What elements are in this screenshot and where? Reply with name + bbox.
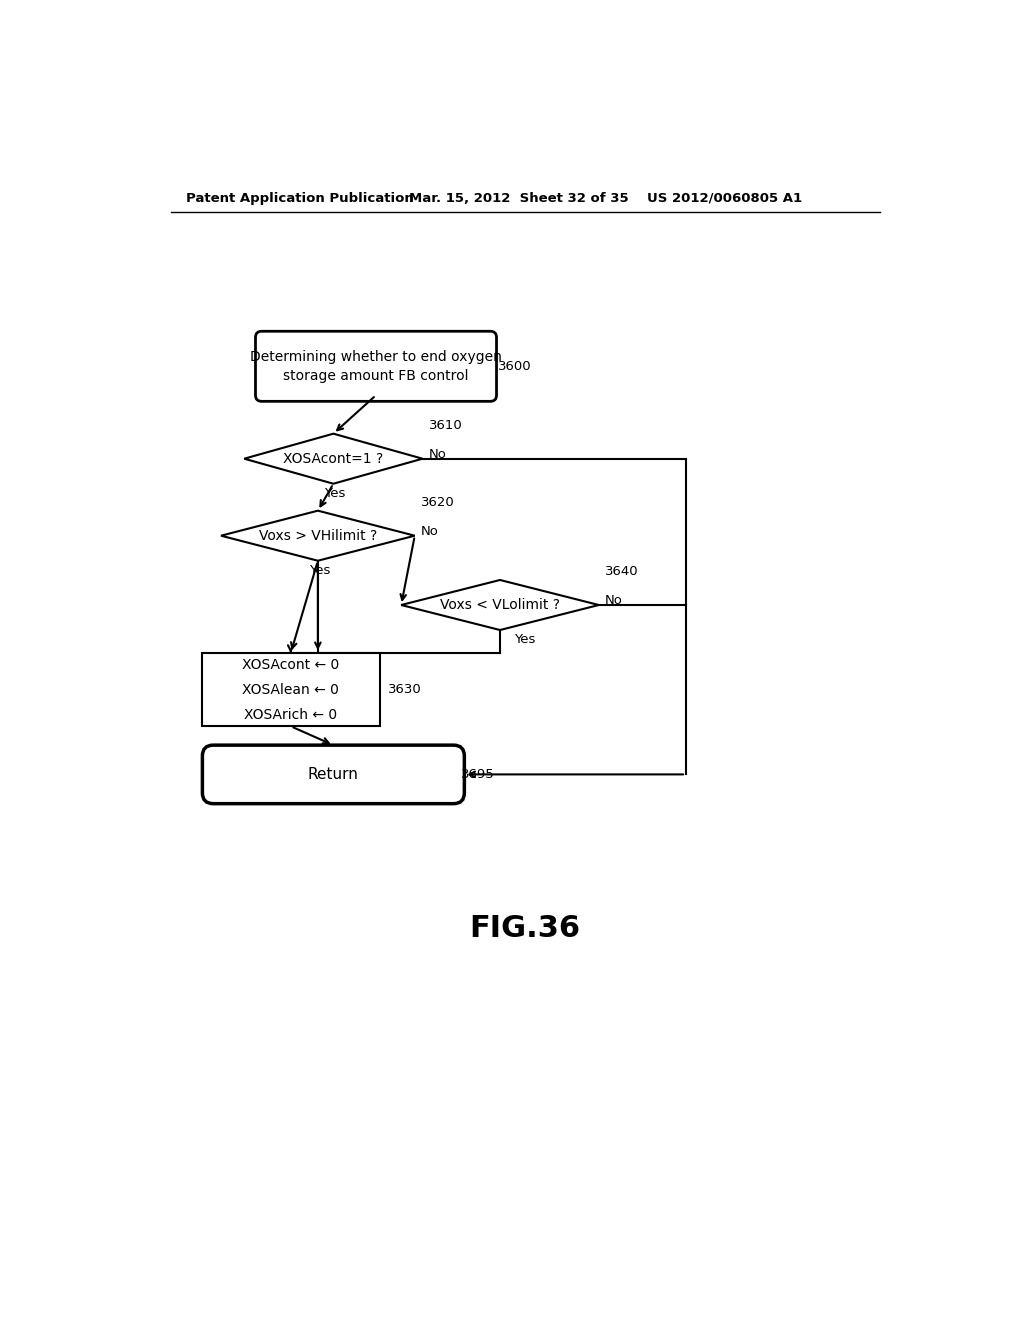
Text: Determining whether to end oxygen
storage amount FB control: Determining whether to end oxygen storag… <box>250 350 502 383</box>
Text: 3640: 3640 <box>605 565 639 578</box>
FancyBboxPatch shape <box>255 331 497 401</box>
Text: US 2012/0060805 A1: US 2012/0060805 A1 <box>647 191 803 205</box>
Text: No: No <box>429 447 446 461</box>
Text: No: No <box>605 594 623 607</box>
Text: Mar. 15, 2012  Sheet 32 of 35: Mar. 15, 2012 Sheet 32 of 35 <box>409 191 628 205</box>
Text: 3630: 3630 <box>388 684 421 696</box>
Text: XOSAcont ← 0
XOSAlean ← 0
XOSArich ← 0: XOSAcont ← 0 XOSAlean ← 0 XOSArich ← 0 <box>242 657 339 722</box>
Polygon shape <box>221 511 415 561</box>
Text: Return: Return <box>308 767 358 781</box>
FancyBboxPatch shape <box>203 744 464 804</box>
Text: Patent Application Publication: Patent Application Publication <box>186 191 414 205</box>
Text: 3600: 3600 <box>498 360 531 372</box>
Text: No: No <box>421 524 439 537</box>
Text: FIG.36: FIG.36 <box>469 913 581 942</box>
Text: Yes: Yes <box>514 634 536 645</box>
Text: Yes: Yes <box>308 564 330 577</box>
Polygon shape <box>401 579 599 630</box>
Text: Voxs < VLolimit ?: Voxs < VLolimit ? <box>440 598 560 612</box>
Text: 3695: 3695 <box>461 768 495 781</box>
Text: Voxs > VHilimit ?: Voxs > VHilimit ? <box>259 529 377 543</box>
Text: Yes: Yes <box>324 487 345 500</box>
Text: 3610: 3610 <box>429 420 463 432</box>
Polygon shape <box>245 434 423 483</box>
Bar <box>202 653 380 726</box>
Text: 3620: 3620 <box>421 496 455 510</box>
Text: XOSAcont=1 ?: XOSAcont=1 ? <box>284 451 384 466</box>
